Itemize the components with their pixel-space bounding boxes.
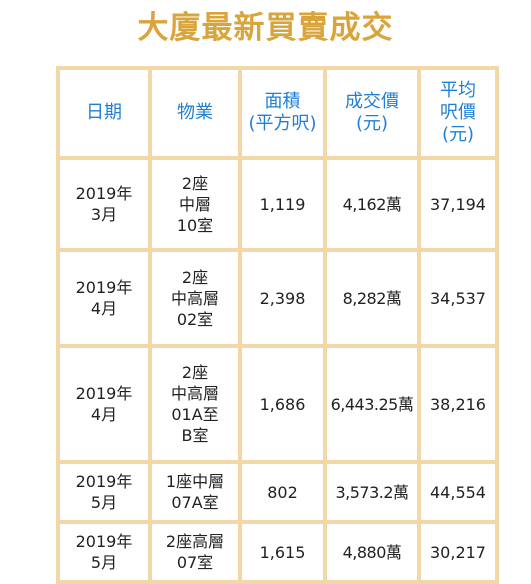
cell-price: 4,880萬 [323,520,421,584]
cell-property: 2座高層 07室 [148,520,242,584]
cell-date: 2019年 3月 [56,156,152,252]
cell-price: 8,282萬 [323,248,421,348]
cell-property: 1座中層 07A室 [148,460,242,524]
table-header-row: 日期 物業 面積 (平方呎) 成交價 (元) 平均 呎價 (元) [56,66,499,160]
cell-price: 3,573.2萬 [323,460,421,524]
cell-unit-price: 38,216 [417,344,499,464]
cell-unit-price: 30,217 [417,520,499,584]
header-area: 面積 (平方呎) [238,66,327,160]
cell-date: 2019年 5月 [56,460,152,524]
table-row: 2019年 3月 2座 中層 10室 1,119 4,162萬 37,194 [56,156,499,252]
header-price: 成交價 (元) [323,66,421,160]
cell-area: 1,615 [238,520,327,584]
cell-date: 2019年 4月 [56,248,152,348]
cell-date: 2019年 5月 [56,520,152,584]
cell-area: 1,686 [238,344,327,464]
table-row: 2019年 5月 1座中層 07A室 802 3,573.2萬 44,554 [56,460,499,524]
cell-price: 4,162萬 [323,156,421,252]
cell-property: 2座 中層 10室 [148,156,242,252]
cell-unit-price: 34,537 [417,248,499,348]
transactions-table: 日期 物業 面積 (平方呎) 成交價 (元) 平均 呎價 (元) 2019年 3… [56,66,499,584]
cell-property: 2座 中高層 02室 [148,248,242,348]
cell-date: 2019年 4月 [56,344,152,464]
cell-unit-price: 37,194 [417,156,499,252]
header-property: 物業 [148,66,242,160]
table-row: 2019年 4月 2座 中高層 02室 2,398 8,282萬 34,537 [56,248,499,348]
table-row: 2019年 4月 2座 中高層 01A至 B室 1,686 6,443.25萬 … [56,344,499,464]
cell-property: 2座 中高層 01A至 B室 [148,344,242,464]
cell-area: 802 [238,460,327,524]
cell-area: 2,398 [238,248,327,348]
cell-area: 1,119 [238,156,327,252]
page-title: 大廈最新買賣成交 [137,10,394,46]
cell-unit-price: 44,554 [417,460,499,524]
cell-price: 6,443.25萬 [323,344,421,464]
header-date: 日期 [56,66,152,160]
table-row: 2019年 5月 2座高層 07室 1,615 4,880萬 30,217 [56,520,499,584]
header-unit-price: 平均 呎價 (元) [417,66,499,160]
